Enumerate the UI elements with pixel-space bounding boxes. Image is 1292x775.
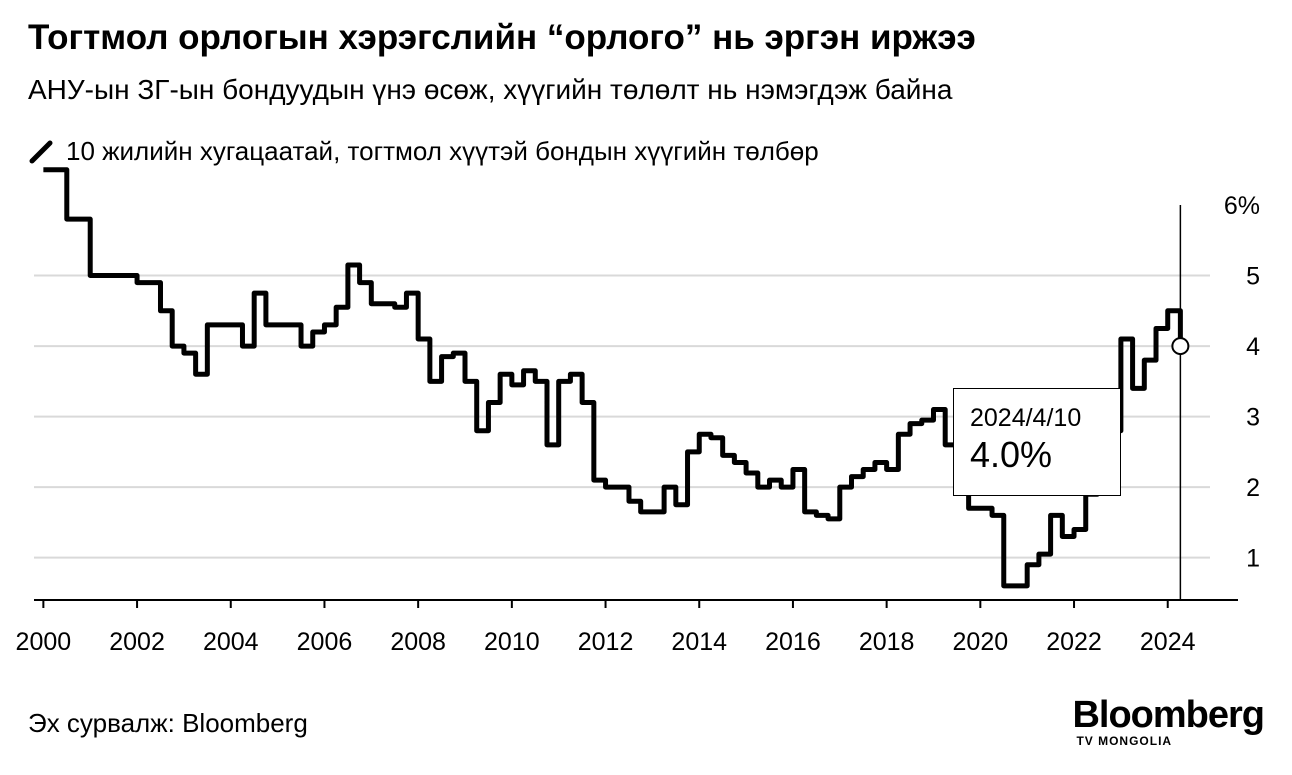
tooltip-value: 4.0% [970, 434, 1053, 475]
highlight-point [1171, 337, 1190, 356]
legend: 10 жилийн хугацаатай, тогтмол хүүтэй бон… [28, 136, 819, 167]
legend-label: 10 жилийн хугацаатай, тогтмол хүүтэй бон… [66, 136, 819, 166]
y-tick-label: 6% [1224, 192, 1260, 220]
y-tick-label: 1 [1246, 545, 1260, 573]
x-tick-label: 2016 [765, 628, 821, 656]
x-tick-label: 2014 [671, 628, 727, 656]
x-tick-label: 2000 [16, 628, 72, 656]
x-tick-label: 2008 [390, 628, 446, 656]
x-tick-label: 2004 [203, 628, 259, 656]
x-tick-label: 2018 [859, 628, 915, 656]
chart-title: Тогтмол орлогын хэрэгслийн “орлого” нь э… [28, 18, 976, 57]
x-tick-label: 2006 [297, 628, 353, 656]
x-tick-label: 2010 [484, 628, 540, 656]
brand-logo: Bloomberg TV MONGOLIA [1072, 694, 1265, 748]
tooltip-date: 2024/4/10 [970, 404, 1082, 432]
x-tick-label: 2024 [1140, 628, 1196, 656]
brand-name: Bloomberg [1072, 694, 1265, 736]
value-tooltip: 2024/4/10 4.0% [953, 388, 1121, 496]
source-note: Эх сурвалж: Bloomberg [28, 708, 308, 738]
x-tick-label: 2002 [109, 628, 165, 656]
chart-subtitle: АНУ-ын ЗГ-ын бондуудын үнэ өсөж, хүүгийн… [28, 74, 953, 105]
y-tick-label: 3 [1246, 404, 1260, 432]
y-tick-label: 5 [1246, 263, 1260, 291]
y-tick-label: 4 [1246, 333, 1260, 361]
brand-subtitle: TV MONGOLIA [1076, 734, 1173, 748]
x-tick-label: 2022 [1046, 628, 1102, 656]
series-line [43, 167, 1183, 589]
x-tick-label: 2012 [578, 628, 634, 656]
line-legend-icon [29, 140, 53, 163]
x-tick-label: 2020 [953, 628, 1009, 656]
y-tick-label: 2 [1246, 474, 1260, 502]
